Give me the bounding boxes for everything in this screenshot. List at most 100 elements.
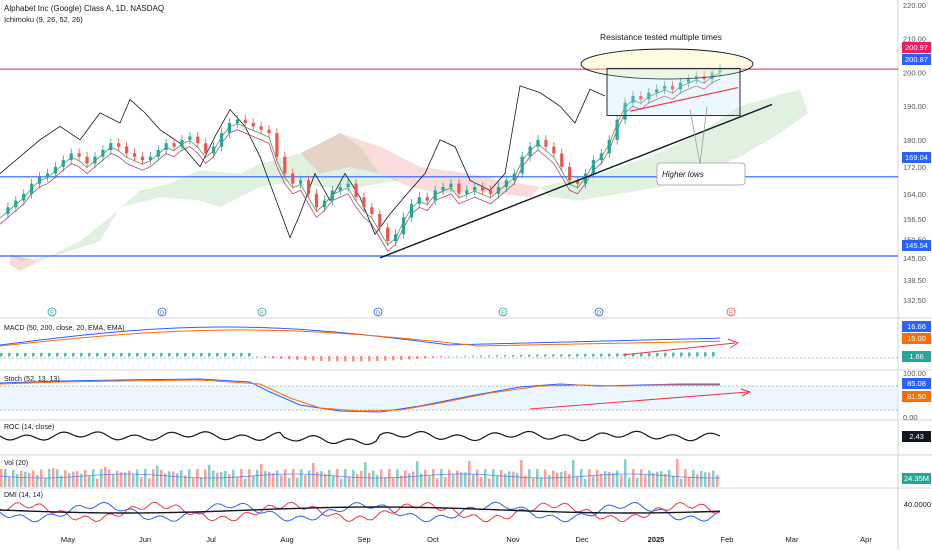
volume-bar bbox=[552, 470, 555, 487]
event-marker-letter: E bbox=[729, 311, 733, 317]
volume-bar bbox=[228, 474, 231, 487]
candle-body bbox=[354, 183, 358, 198]
macd-arrow-line bbox=[621, 342, 736, 356]
dmi-value: 40.0000 bbox=[903, 500, 931, 509]
stoch-d-tag: 81.50 bbox=[902, 391, 931, 402]
volume-bar bbox=[704, 472, 707, 487]
month-label: Nov bbox=[506, 535, 520, 544]
macd-hist-bar bbox=[376, 356, 379, 362]
volume-bar bbox=[188, 469, 191, 487]
candle-body bbox=[718, 69, 722, 73]
price-tag-145-54: 145.54 bbox=[902, 240, 931, 251]
candle-body bbox=[291, 173, 295, 184]
y-tick-label: 200.00 bbox=[903, 68, 926, 77]
volume-bar bbox=[452, 474, 455, 487]
candle-body bbox=[504, 180, 508, 188]
candle-body bbox=[53, 166, 57, 174]
month-label: Feb bbox=[721, 535, 734, 544]
volume-bar bbox=[612, 472, 615, 487]
macd-hist-bar bbox=[432, 356, 435, 358]
candle-body bbox=[441, 187, 445, 191]
macd-hist-bar bbox=[584, 353, 587, 357]
volume-bar bbox=[136, 469, 139, 487]
candle-body bbox=[457, 183, 461, 194]
volume-bar bbox=[656, 471, 659, 487]
volume-bar bbox=[156, 465, 159, 487]
vol-tag: 24.35M bbox=[902, 473, 931, 484]
month-label: 2025 bbox=[648, 535, 665, 544]
macd-hist-bar bbox=[256, 356, 259, 357]
volume-bar bbox=[20, 471, 23, 487]
volume-bar bbox=[684, 469, 687, 487]
stoch-arrow-line bbox=[529, 391, 749, 410]
macd-hist-bar bbox=[184, 353, 187, 357]
macd-hist-bar bbox=[224, 353, 227, 357]
macd-hist-bar bbox=[368, 356, 371, 362]
price-tag-200-87: 200.87 bbox=[902, 54, 931, 65]
month-label: Jul bbox=[206, 535, 216, 544]
volume-bar bbox=[364, 462, 367, 487]
candle-body bbox=[243, 119, 247, 123]
volume-ma-line bbox=[0, 473, 721, 479]
macd-hist-bar bbox=[536, 354, 539, 357]
candle-body bbox=[449, 183, 453, 188]
candle-body bbox=[22, 193, 26, 201]
macd-hist-bar bbox=[648, 353, 651, 357]
volume-bar bbox=[624, 459, 627, 487]
candle-body bbox=[196, 136, 200, 144]
y-tick-label: 172.00 bbox=[903, 163, 926, 172]
volume-bar bbox=[592, 476, 595, 487]
macd-hist-bar bbox=[352, 356, 355, 362]
volume-bar bbox=[636, 477, 639, 487]
price-tag-200-97: 200.97 bbox=[902, 42, 931, 53]
volume-bar bbox=[616, 470, 619, 487]
candle-body bbox=[180, 139, 184, 147]
macd-hist-bar bbox=[312, 356, 315, 361]
dmi-plus-line bbox=[0, 501, 721, 523]
macd-hist-bar bbox=[208, 353, 211, 357]
candle-body bbox=[124, 146, 129, 154]
macd-hist-bar bbox=[704, 352, 707, 357]
volume-bar bbox=[276, 470, 279, 487]
candle-body bbox=[204, 143, 208, 154]
macd-hist-bar bbox=[8, 353, 11, 357]
macd-hist-bar bbox=[560, 354, 563, 357]
volume-bar bbox=[660, 471, 663, 487]
volume-bar bbox=[332, 476, 335, 487]
volume-bar bbox=[88, 476, 91, 487]
volume-bar bbox=[272, 473, 275, 487]
macd-hist-bar bbox=[528, 354, 531, 357]
volume-bar bbox=[312, 462, 315, 487]
volume-bar bbox=[180, 470, 183, 487]
volume-bar bbox=[336, 469, 339, 487]
candle-body bbox=[164, 143, 168, 150]
event-marker-letter: D bbox=[160, 311, 164, 317]
volume-bar bbox=[12, 469, 15, 487]
kijun-line bbox=[0, 78, 721, 252]
macd-hist-bar bbox=[336, 356, 339, 362]
macd-hist-bar bbox=[424, 356, 427, 359]
volume-bar bbox=[200, 477, 203, 487]
volume-bar bbox=[60, 475, 63, 487]
volume-bar bbox=[308, 470, 311, 487]
candle-body bbox=[378, 214, 382, 228]
macd-hist-bar bbox=[264, 356, 267, 358]
candle-body bbox=[85, 156, 89, 164]
volume-bar bbox=[472, 474, 475, 487]
candle-body bbox=[425, 197, 429, 201]
macd-hist-bar bbox=[448, 355, 451, 357]
volume-bar bbox=[632, 469, 635, 487]
volume-bar bbox=[316, 471, 319, 487]
volume-bar bbox=[212, 470, 215, 487]
volume-bar bbox=[488, 478, 491, 487]
macd-hist-bar bbox=[680, 352, 683, 357]
y-tick-label: 145.00 bbox=[903, 254, 926, 263]
macd-hist-bar bbox=[160, 353, 163, 357]
volume-bar bbox=[520, 460, 523, 487]
y-tick-label: 150.50 bbox=[903, 235, 926, 244]
volume-bar bbox=[608, 471, 611, 487]
volume-bar bbox=[644, 475, 647, 487]
volume-bar bbox=[72, 471, 75, 487]
volume-bar bbox=[268, 471, 271, 487]
